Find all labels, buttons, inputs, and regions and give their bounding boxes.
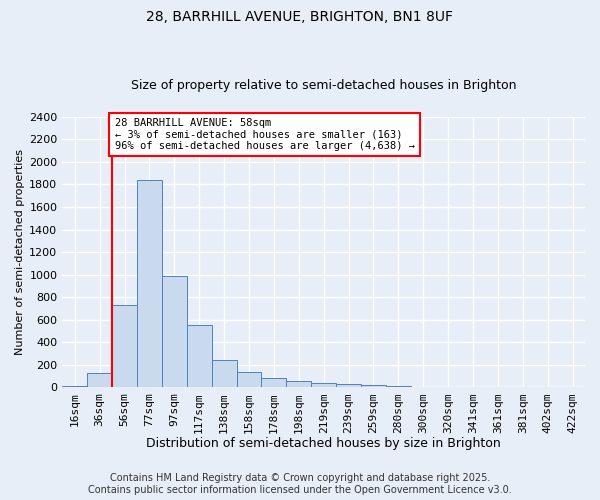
Bar [262,378,286,388]
Text: 28 BARRHILL AVENUE: 58sqm
← 3% of semi-detached houses are smaller (163)
96% of : 28 BARRHILL AVENUE: 58sqm ← 3% of semi-d… [115,118,415,151]
Bar [62,386,87,388]
Bar [411,387,436,388]
Bar [87,373,112,388]
Bar [286,381,311,388]
Text: 28, BARRHILL AVENUE, BRIGHTON, BN1 8UF: 28, BARRHILL AVENUE, BRIGHTON, BN1 8UF [146,10,454,24]
Bar [112,305,137,388]
Bar [187,325,212,388]
Bar [212,360,236,388]
Bar [361,385,386,388]
X-axis label: Distribution of semi-detached houses by size in Brighton: Distribution of semi-detached houses by … [146,437,501,450]
Bar [137,180,162,388]
Bar [236,372,262,388]
Bar [311,383,336,388]
Title: Size of property relative to semi-detached houses in Brighton: Size of property relative to semi-detach… [131,79,517,92]
Text: Contains HM Land Registry data © Crown copyright and database right 2025.
Contai: Contains HM Land Registry data © Crown c… [88,474,512,495]
Y-axis label: Number of semi-detached properties: Number of semi-detached properties [15,149,25,355]
Bar [336,384,361,388]
Bar [162,276,187,388]
Bar [386,386,411,388]
